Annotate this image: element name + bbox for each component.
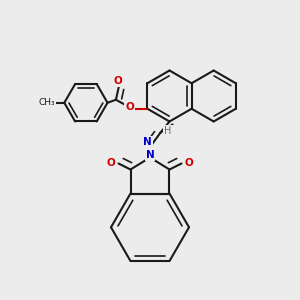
- Text: O: O: [125, 102, 134, 112]
- Text: O: O: [106, 158, 116, 169]
- Text: H: H: [164, 126, 172, 136]
- Text: CH₃: CH₃: [39, 98, 55, 107]
- Text: O: O: [113, 76, 122, 86]
- Text: O: O: [184, 158, 194, 169]
- Text: N: N: [146, 149, 154, 160]
- Text: N: N: [143, 136, 152, 147]
